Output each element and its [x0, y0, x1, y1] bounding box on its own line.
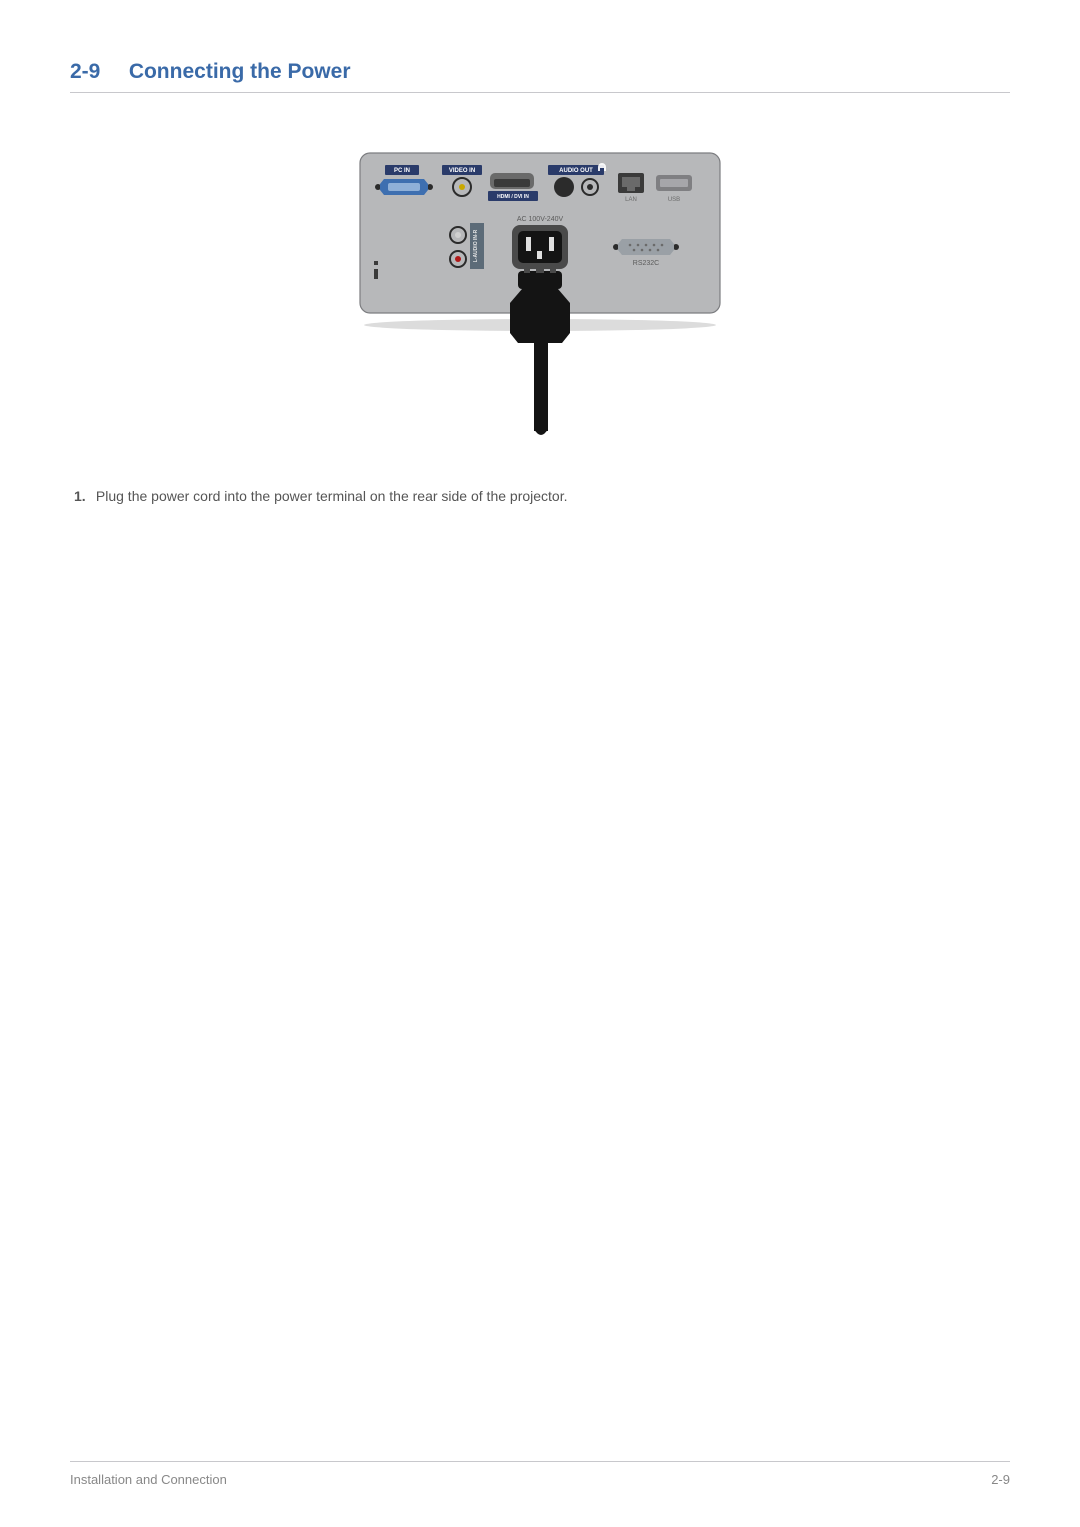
page-footer: Installation and Connection 2-9: [70, 1461, 1010, 1487]
step-1: 1. Plug the power cord into the power te…: [74, 488, 1010, 504]
svg-text:L-AUDIO IN-R: L-AUDIO IN-R: [473, 229, 479, 262]
step-number: 1.: [74, 488, 92, 504]
footer-left: Installation and Connection: [70, 1472, 227, 1487]
section-title: Connecting the Power: [129, 60, 351, 84]
svg-text:VIDEO IN: VIDEO IN: [449, 168, 475, 174]
section-number: 2-9: [70, 60, 100, 84]
power-connection-diagram: PC IN VIDEO IN HDMI / DVI IN AUDIO OUT LAN US…: [70, 143, 1010, 448]
svg-text:HDMI / DVI IN: HDMI / DVI IN: [497, 194, 529, 200]
svg-text:AC 100V-240V: AC 100V-240V: [517, 216, 564, 223]
projector-rear-svg: PC IN VIDEO IN HDMI / DVI IN AUDIO OUT LAN US…: [330, 143, 750, 443]
footer-right: 2-9: [991, 1472, 1010, 1487]
svg-text:RS232C: RS232C: [633, 260, 659, 267]
section-heading: 2-9 Connecting the Power: [70, 60, 1010, 93]
svg-text:AUDIO OUT: AUDIO OUT: [559, 168, 593, 174]
step-text: Plug the power cord into the power termi…: [96, 488, 568, 504]
svg-text:LAN: LAN: [625, 197, 637, 203]
svg-text:PC IN: PC IN: [394, 168, 410, 174]
svg-text:USB: USB: [668, 197, 680, 203]
